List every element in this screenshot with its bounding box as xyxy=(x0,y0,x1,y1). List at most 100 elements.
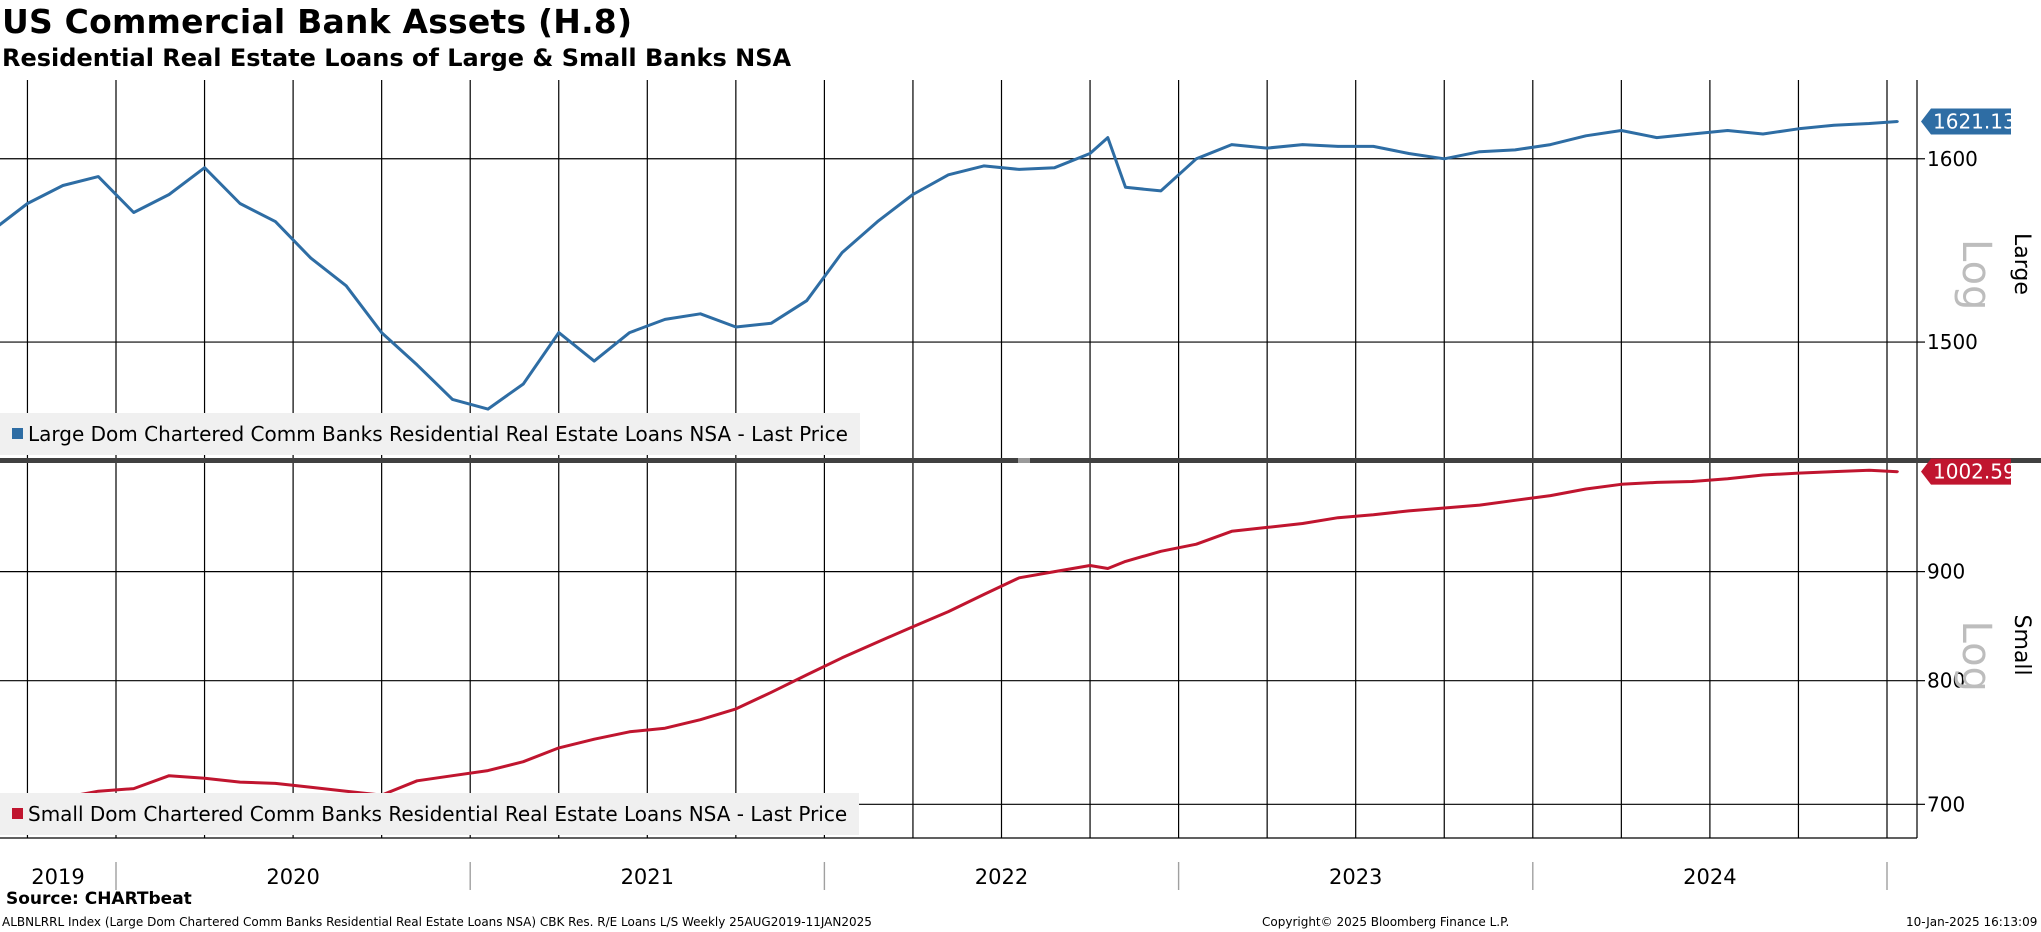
data-point-large xyxy=(1513,148,1517,152)
data-point-large xyxy=(486,407,490,411)
data-point-large xyxy=(1726,129,1729,132)
data-point-small xyxy=(911,625,915,628)
data-point-large xyxy=(840,251,844,254)
data-point-large xyxy=(699,312,702,316)
last-value-tag-small xyxy=(1921,458,2011,485)
data-point-large xyxy=(1761,132,1765,136)
data-point-large xyxy=(1655,136,1658,139)
y-tick-label: 1500 xyxy=(1927,330,1978,354)
footer-timestamp: 10-Jan-2025 16:13:09 xyxy=(1906,915,2038,929)
data-point-small xyxy=(663,726,667,730)
data-point-small xyxy=(1832,470,1836,473)
data-point-large xyxy=(167,193,171,196)
data-point-small xyxy=(1797,471,1800,475)
y-tick-label: 1600 xyxy=(1927,147,1978,171)
data-point-large xyxy=(734,325,738,329)
data-point-large xyxy=(1549,143,1552,146)
data-point-small xyxy=(203,777,206,780)
plot-frame xyxy=(0,80,2041,839)
data-point-small xyxy=(947,610,950,613)
data-point-large xyxy=(1478,150,1481,153)
data-point-large xyxy=(1690,132,1694,136)
data-point-small xyxy=(1726,477,1729,480)
data-point-large xyxy=(1896,120,1899,123)
data-point-small xyxy=(770,691,773,694)
data-point-large xyxy=(1443,157,1446,160)
data-point-large xyxy=(1372,145,1375,148)
data-point-large xyxy=(1088,152,1092,155)
log-scale-watermark: Log xyxy=(1953,621,1999,692)
data-point-large xyxy=(1018,168,1021,171)
y-tick-label: 900 xyxy=(1927,560,1965,584)
data-point-large xyxy=(947,173,950,176)
data-point-large xyxy=(876,220,879,223)
data-point-large xyxy=(1584,134,1588,137)
data-point-large xyxy=(274,220,277,223)
data-point-small xyxy=(415,779,419,783)
x-year-label: 2021 xyxy=(621,865,674,889)
data-point-small xyxy=(1690,480,1694,483)
data-point-small xyxy=(1868,469,1871,472)
legend-small-label: Small Dom Chartered Comm Banks Residenti… xyxy=(28,802,848,826)
data-point-small xyxy=(238,780,242,784)
data-point-large xyxy=(911,193,915,196)
legend-large-swatch xyxy=(12,428,23,439)
data-point-small xyxy=(486,769,490,772)
data-point-small xyxy=(345,789,348,793)
data-point-small xyxy=(1896,470,1899,473)
data-point-large xyxy=(1832,124,1836,127)
data-point-large xyxy=(309,256,313,260)
data-point-small xyxy=(522,760,525,763)
footer-ticker-info: ALBNLRRL Index (Large Dom Chartered Comm… xyxy=(2,915,872,929)
data-point-large xyxy=(592,359,596,363)
data-point-small xyxy=(840,656,844,660)
data-point-small xyxy=(592,738,596,741)
last-value-tag-large xyxy=(1921,108,2011,135)
data-point-large xyxy=(522,382,525,386)
data-point-small xyxy=(1301,522,1304,525)
data-point-small xyxy=(309,786,313,789)
data-point-small xyxy=(1018,576,1021,580)
x-year-label: 2022 xyxy=(975,865,1028,889)
data-point-small xyxy=(876,640,879,644)
data-point-large xyxy=(1265,146,1269,150)
data-point-large xyxy=(451,398,454,401)
data-point-small xyxy=(1407,509,1411,513)
data-point-small xyxy=(805,673,808,677)
data-point-small xyxy=(982,593,985,596)
data-point-large xyxy=(1797,127,1800,130)
data-point-small xyxy=(167,774,171,777)
data-point-large xyxy=(380,331,383,334)
data-point-large xyxy=(1407,152,1411,155)
data-point-large xyxy=(238,202,242,205)
data-point-small xyxy=(1443,506,1446,510)
data-point-small xyxy=(132,787,135,790)
source-note: Source: CHARTbeat xyxy=(6,889,192,909)
data-point-small xyxy=(628,730,631,734)
data-point-small xyxy=(1265,526,1269,529)
series-lines xyxy=(0,120,1899,809)
data-point-large xyxy=(663,318,667,321)
data-point-small xyxy=(1549,494,1552,497)
data-point-large xyxy=(805,299,808,302)
x-year-label: 2024 xyxy=(1683,865,1736,889)
data-point-small xyxy=(1655,481,1658,484)
data-point-small xyxy=(1124,560,1127,563)
data-point-small xyxy=(1195,543,1198,546)
data-point-large xyxy=(982,164,985,168)
data-point-large xyxy=(1301,143,1304,146)
data-point-small xyxy=(734,707,738,711)
data-point-large xyxy=(132,211,135,214)
last-value-label-large: 1621.13 xyxy=(1933,110,2016,134)
data-point-large xyxy=(61,184,65,187)
series-line-small xyxy=(0,468,1898,809)
data-point-large xyxy=(1230,143,1233,146)
data-point-large xyxy=(1195,157,1198,160)
chart-subtitle: Residential Real Estate Loans of Large &… xyxy=(2,44,792,72)
legend-large: Large Dom Chartered Comm Banks Residenti… xyxy=(0,413,860,455)
data-point-small xyxy=(557,746,560,750)
data-point-large xyxy=(1620,129,1623,132)
data-point-small xyxy=(1584,487,1588,491)
data-point-large xyxy=(26,202,29,205)
